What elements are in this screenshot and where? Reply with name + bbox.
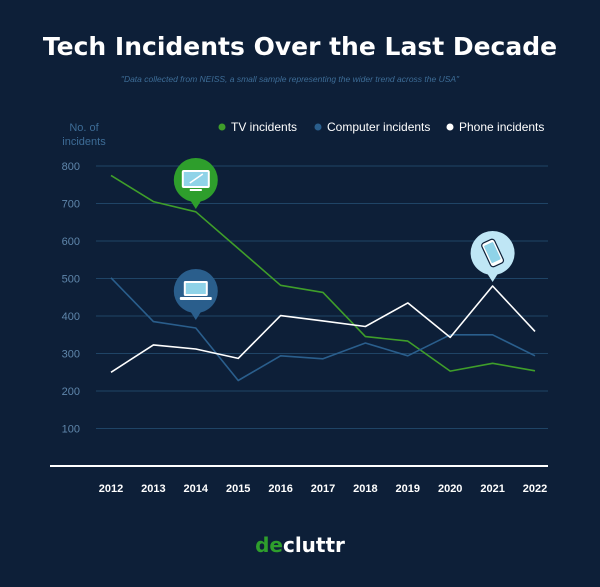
y-tick-200: 200 — [62, 386, 80, 398]
phone-badge-pointer — [485, 271, 500, 282]
y-tick-800: 800 — [62, 161, 80, 173]
brand-prefix: de — [255, 533, 283, 557]
y-tick-300: 300 — [62, 349, 80, 361]
brand-logo: decluttr — [255, 533, 345, 557]
x-tick-2017: 2017 — [311, 483, 335, 495]
y-tick-700: 700 — [62, 199, 80, 211]
tv-icon-stand — [189, 189, 202, 191]
series-line-phone — [110, 285, 536, 373]
y-tick-400: 400 — [62, 311, 80, 323]
legend: TV incidents Computer incidents Phone in… — [218, 120, 544, 134]
laptop-badge-pointer — [188, 309, 203, 320]
y-axis-label-line1: No. of — [69, 122, 99, 134]
phone-icon — [481, 238, 505, 268]
legend-marker-computer — [314, 123, 322, 131]
x-tick-2022: 2022 — [523, 483, 547, 495]
tv-icon — [181, 170, 210, 191]
x-tick-2020: 2020 — [438, 483, 462, 495]
y-axis-label-line2: incidents — [62, 136, 106, 148]
legend-label-computer: Computer incidents — [327, 120, 430, 134]
series-lines — [110, 174, 536, 382]
legend-marker-tv — [218, 123, 226, 131]
x-axis-ticks: 2012 2013 2014 2015 2016 2017 2018 2019 2020 2021… — [99, 483, 547, 495]
y-axis-ticks: 100 200 300 400 500 600 700 800 — [62, 161, 80, 436]
chart-subtitle: "Data collected from NEISS, a small samp… — [121, 74, 460, 84]
series-line-computer — [110, 277, 536, 382]
tv-badge — [173, 158, 218, 209]
tv-badge-pointer — [188, 198, 203, 209]
tv-icon-glare — [189, 173, 204, 184]
y-tick-500: 500 — [62, 274, 80, 286]
series-icons — [173, 158, 515, 320]
phone-badge — [470, 231, 515, 282]
laptop-icon-base — [179, 297, 212, 300]
brand-rest: cluttr — [283, 533, 345, 557]
laptop-icon — [179, 281, 212, 300]
legend-label-phone: Phone incidents — [459, 120, 544, 134]
legend-marker-phone — [446, 123, 454, 131]
x-tick-2019: 2019 — [396, 483, 420, 495]
x-tick-2021: 2021 — [480, 483, 504, 495]
laptop-badge — [173, 269, 218, 320]
legend-label-tv: TV incidents — [231, 120, 297, 134]
x-tick-2016: 2016 — [268, 483, 292, 495]
series-line-tv — [110, 174, 536, 372]
chart-title: Tech Incidents Over the Last Decade — [43, 32, 557, 61]
x-tick-2012: 2012 — [99, 483, 123, 495]
x-tick-2018: 2018 — [353, 483, 377, 495]
x-tick-2015: 2015 — [226, 483, 250, 495]
phone-icon-screen — [484, 242, 501, 263]
y-tick-600: 600 — [62, 236, 80, 248]
y-tick-100: 100 — [62, 424, 80, 436]
x-tick-2013: 2013 — [141, 483, 165, 495]
x-tick-2014: 2014 — [184, 483, 209, 495]
brand-text: decluttr — [255, 533, 345, 557]
grid — [96, 165, 548, 429]
laptop-icon-screen — [185, 283, 206, 294]
